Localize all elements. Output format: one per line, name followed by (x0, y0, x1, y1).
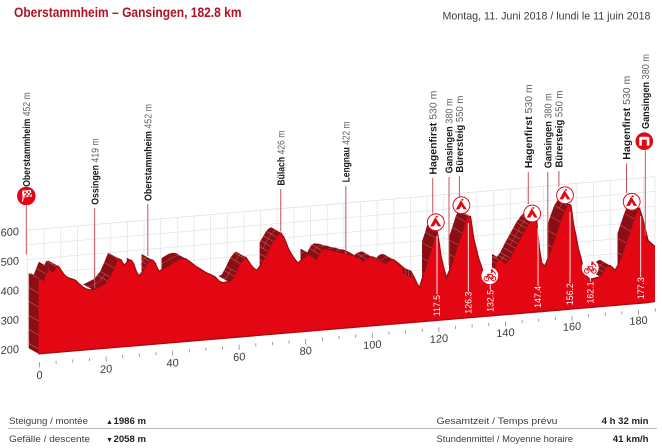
svg-text:Bürersteig 550 m: Bürersteig 550 m (555, 91, 566, 168)
svg-text:Lengnau 422 m: Lengnau 422 m (341, 121, 352, 182)
svg-text:162.1: 162.1 (586, 281, 596, 303)
svg-text:Gansingen 380 m: Gansingen 380 m (543, 93, 554, 168)
svg-text:Gefälle / descente: Gefälle / descente (9, 434, 90, 444)
svg-text:Oberstammheim – Gansingen, 182: Oberstammheim – Gansingen, 182.8 km (14, 4, 242, 20)
svg-text:Bürersteig 550 m: Bürersteig 550 m (455, 96, 466, 173)
svg-text:117.5: 117.5 (432, 295, 442, 316)
svg-text:147.4: 147.4 (533, 286, 543, 308)
svg-text:Hagenfirst 530 m: Hagenfirst 530 m (428, 91, 439, 175)
svg-text:Gansingen 380 m: Gansingen 380 m (445, 98, 456, 173)
svg-text:Steigung / montée: Steigung / montée (9, 416, 88, 426)
svg-text:200: 200 (1, 344, 19, 358)
svg-text:140: 140 (496, 327, 514, 341)
svg-text:Gesamtzeit / Temps prévu: Gesamtzeit / Temps prévu (437, 416, 558, 426)
svg-text:100: 100 (363, 339, 381, 353)
svg-text:40: 40 (166, 357, 178, 370)
svg-text:Oberstammheim 452 m: Oberstammheim 452 m (22, 92, 33, 187)
svg-text:126.3: 126.3 (464, 292, 474, 314)
svg-text:Bülach 426 m: Bülach 426 m (276, 131, 287, 186)
svg-text:400: 400 (1, 285, 19, 299)
svg-text:Hagenfirst 530 m: Hagenfirst 530 m (622, 76, 633, 160)
svg-text:80: 80 (300, 345, 312, 358)
svg-text:500: 500 (1, 255, 19, 269)
svg-text:Stundenmittel / Moyenne horair: Stundenmittel / Moyenne horaire (437, 434, 574, 444)
svg-text:Ossingen 419 m: Ossingen 419 m (90, 138, 101, 205)
svg-text:▲: ▲ (106, 419, 113, 426)
svg-text:0: 0 (36, 369, 42, 381)
svg-text:180: 180 (629, 315, 647, 329)
svg-text:60: 60 (233, 351, 245, 364)
svg-text:41 km/h: 41 km/h (613, 434, 649, 445)
svg-text:2058 m: 2058 m (114, 434, 147, 445)
svg-text:Gansingen 380 m: Gansingen 380 m (641, 54, 652, 129)
svg-text:20: 20 (100, 363, 112, 376)
svg-text:600: 600 (1, 226, 19, 240)
svg-text:4 h 32 min: 4 h 32 min (602, 416, 649, 427)
svg-text:177.3: 177.3 (636, 277, 646, 299)
svg-text:300: 300 (1, 314, 19, 328)
svg-text:▼: ▼ (106, 437, 113, 444)
svg-text:Hagenfirst 530 m: Hagenfirst 530 m (524, 84, 535, 168)
svg-text:Oberstammheim 452 m: Oberstammheim 452 m (143, 104, 154, 201)
svg-text:1986 m: 1986 m (114, 416, 147, 427)
svg-text:Montag, 11. Juni 2018 / lundi: Montag, 11. Juni 2018 / lundi le 11 juin… (443, 11, 651, 23)
svg-text:160: 160 (563, 321, 581, 335)
svg-text:156.2: 156.2 (565, 283, 575, 305)
svg-text:120: 120 (430, 333, 448, 347)
svg-text:132.5: 132.5 (485, 290, 495, 312)
